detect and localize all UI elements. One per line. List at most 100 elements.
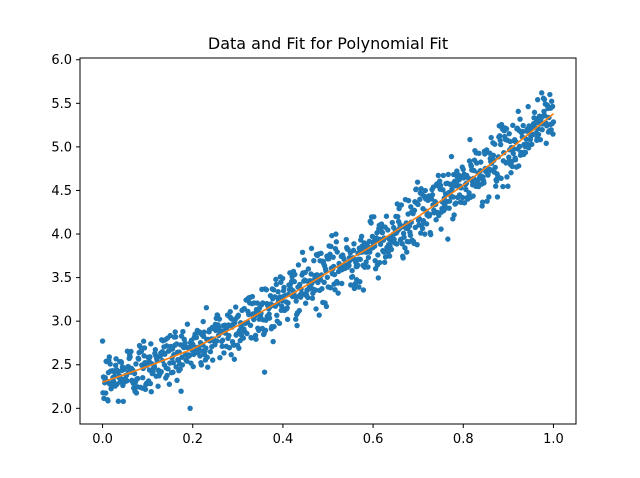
scatter-point xyxy=(349,273,356,280)
scatter-point xyxy=(170,369,176,375)
scatter-point xyxy=(435,172,442,179)
scatter-point xyxy=(309,295,316,301)
scatter-point xyxy=(520,122,526,129)
scatter-points xyxy=(99,90,557,412)
scatter-point xyxy=(107,361,113,367)
scatter-point xyxy=(461,200,468,206)
scatter-point xyxy=(135,356,142,362)
scatter-point xyxy=(148,341,154,347)
scatter-point xyxy=(228,351,234,358)
scatter-point xyxy=(135,375,141,382)
scatter-point xyxy=(470,193,476,199)
scatter-point xyxy=(219,337,226,343)
scatter-point xyxy=(418,186,424,192)
fit-line-layer xyxy=(102,113,554,383)
scatter-point xyxy=(401,234,407,240)
scatter-point xyxy=(155,383,161,389)
scatter-point xyxy=(291,278,298,285)
scatter-point xyxy=(142,386,149,393)
scatter-point xyxy=(164,372,170,379)
scatter-point xyxy=(198,362,205,368)
scatter-point xyxy=(378,221,385,227)
scatter-point xyxy=(509,163,516,170)
scatter-point xyxy=(360,287,367,293)
scatter-point xyxy=(118,359,125,366)
scatter-point xyxy=(535,131,542,138)
scatter-point xyxy=(492,164,498,171)
scatter-point xyxy=(520,128,526,135)
y-tick-label: 5.5 xyxy=(51,97,72,112)
scatter-point xyxy=(517,116,523,122)
scatter-point xyxy=(137,343,143,350)
scatter-point xyxy=(324,274,331,281)
scatter-point xyxy=(285,300,291,306)
scatter-point xyxy=(377,241,384,247)
scatter-point xyxy=(165,366,171,372)
scatter-point xyxy=(508,170,514,176)
scatter-point xyxy=(266,311,272,317)
y-tick-label: 2.5 xyxy=(51,358,72,373)
scatter-point xyxy=(357,278,363,285)
scatter-point xyxy=(414,241,420,248)
scatter-point xyxy=(174,377,180,384)
scatter-point xyxy=(147,354,153,360)
scatter-point xyxy=(279,275,286,282)
scatter-point xyxy=(305,266,312,272)
scatter-point xyxy=(375,252,381,258)
scatter-point xyxy=(339,280,345,287)
scatter-point xyxy=(413,186,419,192)
scatter-point xyxy=(478,159,484,165)
scatter-point xyxy=(537,136,544,143)
scatter-point xyxy=(226,345,233,351)
scatter-point xyxy=(446,198,453,204)
scatter-point xyxy=(365,254,372,261)
y-tick-label: 3.0 xyxy=(51,315,72,330)
scatter-point xyxy=(248,335,255,341)
scatter-point xyxy=(506,154,512,160)
x-tick-label: 1.0 xyxy=(543,432,564,447)
scatter-point xyxy=(386,253,393,259)
y-axis-ticks: 2.0 2.5 3.0 3.5 4.0 4.5 5.0 5.5 6.0 xyxy=(51,53,80,417)
scatter-point xyxy=(187,405,193,412)
scatter-point xyxy=(438,226,444,232)
scatter-point xyxy=(167,332,173,339)
scatter-point xyxy=(433,217,439,223)
scatter-point xyxy=(331,271,338,278)
scatter-point xyxy=(103,390,109,396)
scatter-point xyxy=(209,357,216,363)
scatter-point xyxy=(274,312,280,318)
x-tick-label: 0.6 xyxy=(363,432,384,447)
scatter-point xyxy=(477,167,484,174)
scatter-point xyxy=(120,398,127,405)
scatter-point xyxy=(503,126,510,132)
scatter-point xyxy=(548,98,555,104)
scatter-point xyxy=(541,108,547,115)
scatter-point xyxy=(510,122,516,128)
scatter-point xyxy=(240,335,247,341)
scatter-point xyxy=(550,131,556,137)
scatter-point xyxy=(271,323,277,330)
scatter-point xyxy=(330,254,336,260)
scatter-point xyxy=(363,259,369,265)
scatter-point xyxy=(481,180,487,186)
scatter-point xyxy=(534,96,541,103)
scatter-point xyxy=(173,364,179,370)
scatter-point xyxy=(516,163,522,169)
scatter-point xyxy=(203,345,209,351)
x-tick-label: 0.0 xyxy=(92,432,113,447)
scatter-point xyxy=(497,137,503,143)
x-tick-label: 0.4 xyxy=(273,432,294,447)
scatter-point xyxy=(460,166,466,173)
scatter-point xyxy=(141,345,148,351)
scatter-point xyxy=(471,167,477,174)
scatter-point xyxy=(343,236,349,243)
scatter-point xyxy=(365,264,371,270)
scatter-point xyxy=(510,150,516,157)
scatter-point xyxy=(106,354,113,360)
scatter-point xyxy=(488,134,494,141)
x-tick-label: 0.8 xyxy=(453,432,474,447)
scatter-point xyxy=(445,236,451,242)
scatter-point xyxy=(127,354,133,360)
scatter-point xyxy=(261,369,268,375)
scatter-point xyxy=(525,103,531,110)
